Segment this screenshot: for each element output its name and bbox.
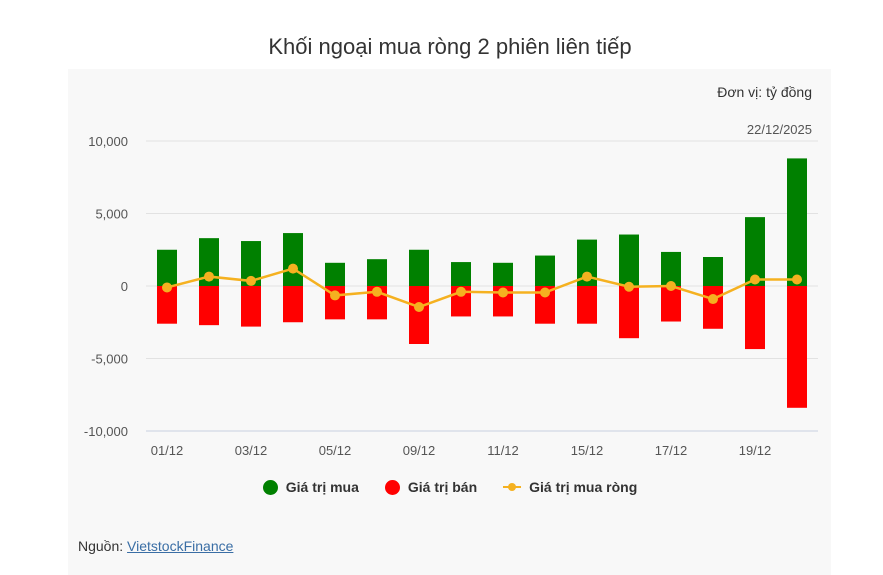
buy-bar xyxy=(409,249,429,286)
sell-bar xyxy=(577,286,597,324)
net-point xyxy=(750,274,760,285)
net-point xyxy=(330,290,340,301)
buy-bar xyxy=(577,239,597,286)
buy-bar xyxy=(451,262,471,286)
net-line xyxy=(166,267,797,309)
net-point xyxy=(162,282,172,293)
legend-net-marker xyxy=(503,480,522,494)
legend-sell-label: Giá trị bán xyxy=(407,479,478,495)
buy-bar xyxy=(157,249,177,286)
sell-bar xyxy=(535,286,555,324)
date-label: 22/12/2025 xyxy=(746,122,812,137)
net-point xyxy=(456,286,466,297)
buy-bar xyxy=(367,259,387,286)
net-point xyxy=(372,286,382,297)
legend-net-label: Giá trị mua ròng xyxy=(529,479,638,495)
legend-item-net[interactable]: Giá trị mua ròng xyxy=(503,479,637,495)
x-tick-label: 19/12 xyxy=(739,443,772,458)
legend-item-sell[interactable]: Giá trị bán xyxy=(384,479,478,495)
legend-buy-label: Giá trị mua xyxy=(285,479,359,495)
net-point xyxy=(246,275,256,286)
x-tick-label: 17/12 xyxy=(655,443,688,458)
y-tick-label: 5,000 xyxy=(95,207,128,222)
net-point xyxy=(540,287,550,298)
sell-bar xyxy=(409,286,429,344)
buy-bar xyxy=(535,255,555,286)
y-tick-label: 0 xyxy=(121,279,128,294)
legend-sell-marker xyxy=(384,479,400,495)
buy-bar xyxy=(325,262,345,286)
sell-bar xyxy=(703,286,723,329)
buy-bar xyxy=(241,241,261,286)
buy-bar xyxy=(283,233,303,286)
chart-legend: Giá trị mua Giá trị bán Giá trị mua ròng xyxy=(0,479,883,495)
net-point xyxy=(666,281,676,291)
sell-bar xyxy=(157,286,177,324)
unit-label: Đơn vị: tỷ đồng xyxy=(717,84,812,100)
x-tick-label: 09/12 xyxy=(403,443,436,458)
buy-bar xyxy=(619,234,639,286)
buy-bar xyxy=(745,217,765,286)
sell-bar xyxy=(745,286,765,350)
y-tick-label: -10,000 xyxy=(84,424,128,439)
chart-title: Khối ngoại mua ròng 2 phiên liên tiếp xyxy=(268,34,632,59)
x-tick-label: 15/12 xyxy=(571,443,604,458)
y-tick-label: -5,000 xyxy=(91,352,128,367)
buy-bar xyxy=(661,251,681,286)
x-tick-label: 03/12 xyxy=(235,443,268,458)
net-point xyxy=(288,263,298,274)
source-line: Nguồn: VietstockFinance xyxy=(78,538,233,554)
net-point xyxy=(204,271,214,282)
net-point xyxy=(582,271,592,282)
buy-bar xyxy=(199,238,219,286)
x-tick-label: 05/12 xyxy=(319,443,352,458)
net-point xyxy=(498,287,508,298)
sell-bar xyxy=(787,286,807,408)
legend-item-buy[interactable]: Giá trị mua xyxy=(262,479,359,495)
net-point xyxy=(708,294,718,305)
sell-bar xyxy=(619,286,639,339)
sell-bar xyxy=(283,286,303,323)
x-tick-label: 11/12 xyxy=(487,443,519,458)
y-tick-label: 10,000 xyxy=(88,134,128,149)
net-point xyxy=(624,281,634,292)
net-point xyxy=(414,302,424,313)
net-point xyxy=(792,274,802,285)
source-link[interactable]: VietstockFinance xyxy=(127,538,234,554)
sell-bar xyxy=(661,286,681,322)
buy-bar xyxy=(493,262,513,286)
sell-bar xyxy=(199,286,219,326)
buy-bar xyxy=(703,257,723,286)
x-tick-label: 01/12 xyxy=(151,443,184,458)
sell-bar xyxy=(241,286,261,327)
source-prefix: Nguồn: xyxy=(78,538,128,554)
legend-buy-marker xyxy=(262,479,278,495)
buy-bar xyxy=(787,158,807,286)
